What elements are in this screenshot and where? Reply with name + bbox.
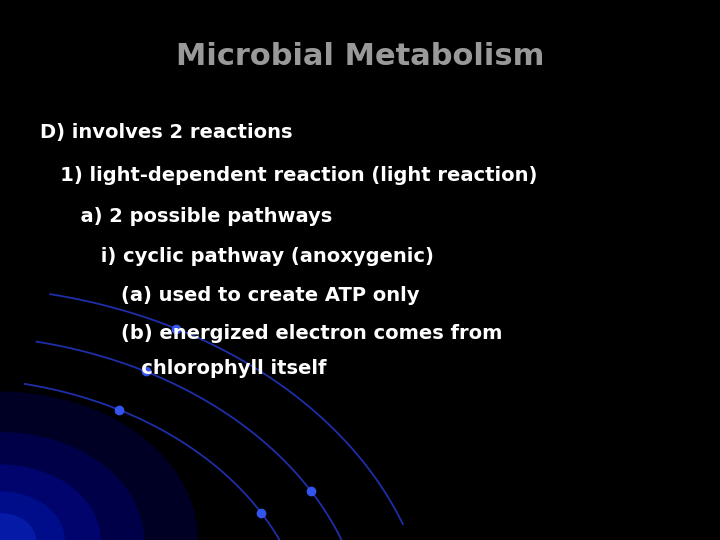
Text: i) cyclic pathway (anoxygenic): i) cyclic pathway (anoxygenic) [40, 247, 433, 266]
Text: (b) energized electron comes from: (b) energized electron comes from [40, 323, 502, 343]
Ellipse shape [0, 491, 65, 540]
Ellipse shape [0, 432, 144, 540]
Text: D) involves 2 reactions: D) involves 2 reactions [40, 123, 292, 142]
Text: chlorophyll itself: chlorophyll itself [40, 359, 326, 378]
Text: 1) light-dependent reaction (light reaction): 1) light-dependent reaction (light react… [40, 166, 537, 185]
Ellipse shape [0, 392, 198, 540]
Ellipse shape [0, 513, 36, 540]
Text: a) 2 possible pathways: a) 2 possible pathways [40, 206, 332, 226]
Text: Microbial Metabolism: Microbial Metabolism [176, 42, 544, 71]
Ellipse shape [0, 464, 101, 540]
Text: (a) used to create ATP only: (a) used to create ATP only [40, 286, 419, 305]
